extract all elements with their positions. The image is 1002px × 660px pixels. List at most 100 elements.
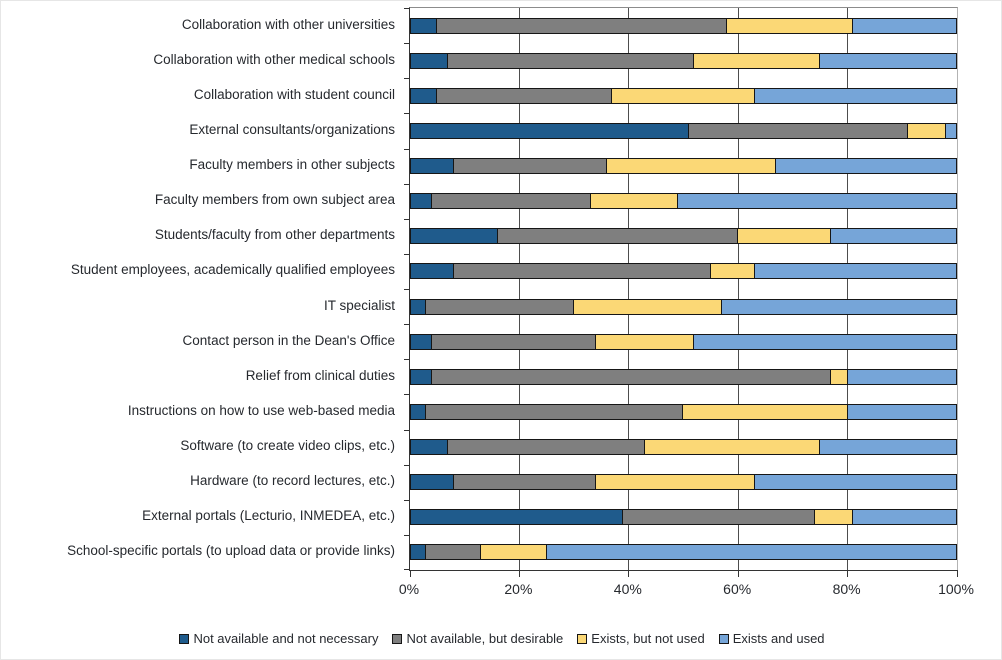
bar-segment-series-2 xyxy=(426,403,684,420)
bar-segment-series-4 xyxy=(694,333,957,350)
bar-row xyxy=(410,228,957,245)
bar-row xyxy=(410,474,957,491)
bar-segment-series-3 xyxy=(590,193,679,210)
category-label: External consultants/organizations xyxy=(189,121,395,137)
category-label: School-specific portals (to upload data … xyxy=(67,543,395,559)
bar-segment-series-4 xyxy=(678,193,957,210)
bar-row xyxy=(410,193,957,210)
bar-segment-series-3 xyxy=(574,298,722,315)
y-axis-tick xyxy=(404,569,410,570)
bar-segment-series-3 xyxy=(612,87,755,104)
y-axis-tick xyxy=(404,8,410,9)
bar-segment-series-1 xyxy=(410,439,449,456)
bar-segment-series-4 xyxy=(820,439,957,456)
category-label: Software (to create video clips, etc.) xyxy=(180,438,395,454)
x-axis-tick xyxy=(956,570,958,577)
bar-segment-series-4 xyxy=(831,228,957,245)
bar-row xyxy=(410,298,957,315)
category-label: Hardware (to record lectures, etc.) xyxy=(190,473,395,489)
bar-segment-series-3 xyxy=(595,474,755,491)
x-axis-tick xyxy=(628,570,630,577)
legend-item: Not available and not necessary xyxy=(179,631,378,646)
bar-segment-series-3 xyxy=(814,509,854,526)
bar-segment-series-3 xyxy=(606,158,777,175)
category-label: Collaboration with other medical schools xyxy=(153,51,395,67)
bar-segment-series-4 xyxy=(754,263,957,280)
bar-segment-series-2 xyxy=(448,439,646,456)
bar-segment-series-4 xyxy=(754,474,957,491)
bar-segment-series-4 xyxy=(847,403,957,420)
bar-segment-series-3 xyxy=(595,333,695,350)
bar-segment-series-3 xyxy=(683,403,848,420)
bar-segment-series-3 xyxy=(710,263,755,280)
bar-segment-series-2 xyxy=(453,158,607,175)
x-axis-tick-label: 60% xyxy=(723,581,752,597)
bar-segment-series-2 xyxy=(431,333,596,350)
x-axis-tick xyxy=(518,570,520,577)
bar-segment-series-1 xyxy=(410,263,454,280)
category-label: Instructions on how to use web-based med… xyxy=(127,402,395,418)
category-axis: Collaboration with other universities Col… xyxy=(1,7,401,569)
legend-swatch-icon xyxy=(718,633,729,644)
bar-segment-series-2 xyxy=(426,544,482,561)
bar-segment-series-1 xyxy=(410,544,427,561)
bar-row xyxy=(410,87,957,104)
category-label: Relief from clinical duties xyxy=(245,367,395,383)
bar-segment-series-1 xyxy=(410,333,432,350)
category-label: Contact person in the Dean's Office xyxy=(182,332,395,348)
y-axis-tick xyxy=(404,113,410,114)
y-axis-tick xyxy=(404,430,410,431)
category-label: Students/faculty from other departments xyxy=(154,227,395,243)
bar-segment-series-2 xyxy=(431,368,832,385)
bar-row xyxy=(410,158,957,175)
gridline-60 xyxy=(737,8,739,570)
bar-segment-series-1 xyxy=(410,193,432,210)
legend-label: Not available, but desirable xyxy=(406,631,564,646)
bar-row xyxy=(410,509,957,526)
category-label: Collaboration with other universities xyxy=(181,16,395,32)
bar-segment-series-3 xyxy=(694,52,821,69)
bar-segment-series-2 xyxy=(437,17,728,34)
legend-label: Exists and used xyxy=(732,631,825,646)
y-axis-tick xyxy=(404,184,410,185)
x-axis-tick xyxy=(847,570,849,577)
bar-segment-series-3 xyxy=(481,544,547,561)
legend-swatch-icon xyxy=(392,633,403,644)
gridline-40 xyxy=(628,8,630,570)
bar-segment-series-2 xyxy=(437,87,613,104)
category-label: Collaboration with student council xyxy=(193,86,395,102)
x-axis-tick-label: 0% xyxy=(398,581,420,597)
category-label: Faculty members in other subjects xyxy=(189,157,395,173)
bar-segment-series-2 xyxy=(431,193,591,210)
y-axis-tick xyxy=(404,500,410,501)
bar-row xyxy=(410,17,957,34)
x-axis-tick-label: 40% xyxy=(613,581,642,597)
bar-segment-series-1 xyxy=(410,122,689,139)
bar-segment-series-2 xyxy=(453,474,596,491)
bar-segment-series-2 xyxy=(688,122,908,139)
bar-segment-series-1 xyxy=(410,474,454,491)
plot-area xyxy=(404,7,958,577)
category-label: IT specialist xyxy=(323,297,395,313)
bar-row xyxy=(410,368,957,385)
y-axis-tick xyxy=(404,254,410,255)
bar-segment-series-2 xyxy=(426,298,575,315)
bar-segment-series-3 xyxy=(738,228,832,245)
legend-item: Exists and used xyxy=(718,631,825,646)
bar-segment-series-4 xyxy=(546,544,957,561)
legend-item: Not available, but desirable xyxy=(392,631,563,646)
bar-segment-series-3 xyxy=(907,122,947,139)
y-axis-tick xyxy=(404,78,410,79)
bar-segment-series-2 xyxy=(623,509,815,526)
bar-segment-series-1 xyxy=(410,17,438,34)
category-label: Faculty members from own subject area xyxy=(154,192,395,208)
legend-label: Not available and not necessary xyxy=(193,631,379,646)
x-axis-tick-labels: 0% 20% 40% 60% 80% 100% xyxy=(399,581,974,601)
legend-swatch-icon xyxy=(577,633,588,644)
bar-segment-series-3 xyxy=(645,439,821,456)
bar-segment-series-3 xyxy=(831,368,848,385)
bar-segment-series-4 xyxy=(820,52,957,69)
x-axis-tick xyxy=(737,570,739,577)
x-axis-tick-label: 80% xyxy=(832,581,861,597)
